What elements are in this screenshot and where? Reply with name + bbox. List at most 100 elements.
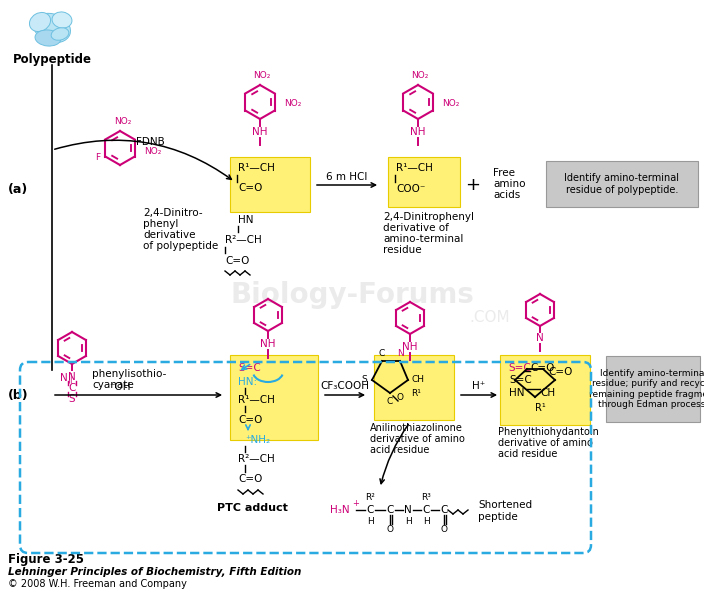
Text: PTC adduct: PTC adduct <box>217 503 287 513</box>
Text: derivative of amino: derivative of amino <box>498 438 593 448</box>
Text: Figure 3-25: Figure 3-25 <box>8 553 84 566</box>
Text: C: C <box>68 383 76 393</box>
Text: NH: NH <box>260 339 276 349</box>
Text: N: N <box>61 373 68 383</box>
Text: NO₂: NO₂ <box>284 100 302 109</box>
Text: R²—CH: R²—CH <box>225 235 262 245</box>
Text: C=O: C=O <box>225 256 249 266</box>
Text: © 2008 W.H. Freeman and Company: © 2008 W.H. Freeman and Company <box>8 579 187 589</box>
Text: C=O: C=O <box>238 474 263 484</box>
Text: C=O: C=O <box>238 415 263 425</box>
Text: R¹: R¹ <box>411 389 421 398</box>
Text: R¹—CH: R¹—CH <box>238 163 275 173</box>
FancyBboxPatch shape <box>230 157 310 212</box>
Text: NO₂: NO₂ <box>442 100 460 109</box>
Text: R³: R³ <box>421 493 431 503</box>
Text: C: C <box>366 505 374 515</box>
Text: C: C <box>422 505 429 515</box>
Text: O: O <box>386 526 394 535</box>
Text: Phenylthiohydantoin: Phenylthiohydantoin <box>498 427 599 437</box>
Text: N: N <box>68 372 76 382</box>
Text: (b): (b) <box>8 389 28 401</box>
Text: F: F <box>96 154 101 163</box>
Text: H: H <box>422 517 429 527</box>
Text: R¹—CH: R¹—CH <box>238 395 275 405</box>
Text: H⁺: H⁺ <box>472 381 486 391</box>
Text: phenyl: phenyl <box>143 219 178 229</box>
Text: R²—CH: R²—CH <box>238 454 275 464</box>
Text: C=O: C=O <box>548 367 572 377</box>
Text: amino-terminal: amino-terminal <box>383 234 463 244</box>
Text: peptide: peptide <box>478 512 517 522</box>
Text: derivative: derivative <box>143 230 196 240</box>
Text: NH: NH <box>410 127 426 137</box>
Text: acid residue: acid residue <box>370 445 429 455</box>
Text: H: H <box>405 517 411 527</box>
Text: HN:: HN: <box>238 377 257 387</box>
Text: NO₂: NO₂ <box>253 71 270 80</box>
FancyBboxPatch shape <box>606 356 700 422</box>
Text: COO⁻: COO⁻ <box>396 184 425 194</box>
Text: HN: HN <box>509 388 524 398</box>
Text: amino: amino <box>493 179 525 189</box>
Text: NO₂: NO₂ <box>411 71 429 80</box>
Text: H₃N: H₃N <box>330 505 350 515</box>
FancyBboxPatch shape <box>374 355 454 420</box>
Text: Biology-Forums: Biology-Forums <box>230 281 474 309</box>
Text: S=C: S=C <box>238 363 260 373</box>
Text: O: O <box>396 394 403 403</box>
Ellipse shape <box>34 13 70 43</box>
Text: C=O: C=O <box>530 363 554 373</box>
Ellipse shape <box>30 13 51 32</box>
Text: NO₂: NO₂ <box>144 146 162 155</box>
Ellipse shape <box>51 28 69 40</box>
Text: S=C: S=C <box>508 363 531 373</box>
Text: acids: acids <box>493 190 520 200</box>
Text: (a): (a) <box>8 184 28 196</box>
FancyBboxPatch shape <box>500 355 590 425</box>
Text: S: S <box>69 394 75 404</box>
Text: C: C <box>387 397 393 407</box>
Ellipse shape <box>52 12 72 28</box>
Text: S: S <box>361 376 367 385</box>
Text: cyanate: cyanate <box>92 380 134 390</box>
Text: ⁺NH₂: ⁺NH₂ <box>245 435 270 445</box>
Text: N: N <box>536 333 544 343</box>
Text: 2,4-Dinitro-: 2,4-Dinitro- <box>143 208 203 218</box>
Text: C: C <box>386 505 394 515</box>
Text: derivative of amino: derivative of amino <box>370 434 465 444</box>
Text: R¹: R¹ <box>534 403 546 413</box>
Text: HN: HN <box>238 215 253 225</box>
FancyBboxPatch shape <box>546 161 698 207</box>
Text: ‖: ‖ <box>68 373 73 383</box>
Text: phenylisothio-: phenylisothio- <box>92 369 166 379</box>
Text: ⁻OH: ⁻OH <box>109 382 131 392</box>
Text: +: + <box>465 176 481 194</box>
Text: CF₃COOH: CF₃COOH <box>320 381 370 391</box>
Text: 6 m HCl: 6 m HCl <box>327 172 367 182</box>
Text: Identify amino-terminal
residue of polypeptide.: Identify amino-terminal residue of polyp… <box>565 173 679 195</box>
Text: R¹—CH: R¹—CH <box>396 163 433 173</box>
Text: .COM: .COM <box>470 311 510 325</box>
Text: CH: CH <box>412 376 425 385</box>
Text: CH: CH <box>540 388 555 398</box>
FancyBboxPatch shape <box>388 157 460 207</box>
Text: C=O: C=O <box>238 183 263 193</box>
Text: NH: NH <box>252 127 268 137</box>
FancyBboxPatch shape <box>230 355 318 440</box>
Ellipse shape <box>35 30 61 46</box>
Text: NH: NH <box>402 342 417 352</box>
Text: +: + <box>352 499 359 509</box>
Text: R²: R² <box>365 493 375 503</box>
Text: H: H <box>367 517 373 527</box>
Text: Lehninger Principles of Biochemistry, Fifth Edition: Lehninger Principles of Biochemistry, Fi… <box>8 567 301 577</box>
Text: NO₂: NO₂ <box>114 116 132 125</box>
Text: Anilinothiazolinone: Anilinothiazolinone <box>370 423 463 433</box>
Text: acid residue: acid residue <box>498 449 558 459</box>
Text: N: N <box>404 505 412 515</box>
Text: S=C: S=C <box>509 375 532 385</box>
Text: Free: Free <box>493 168 515 178</box>
Text: Identify amino-terminal
residue; purify and recycle
remaining peptide fragment
t: Identify amino-terminal residue; purify … <box>589 369 704 409</box>
Text: 2,4-Dinitrophenyl: 2,4-Dinitrophenyl <box>383 212 474 222</box>
Text: O: O <box>441 526 448 535</box>
